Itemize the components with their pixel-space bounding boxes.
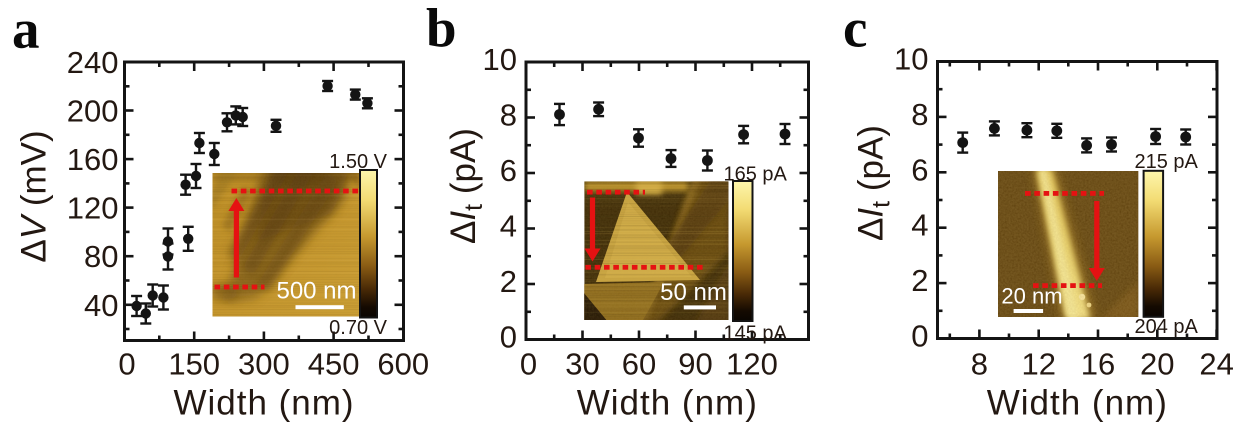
svg-text:10: 10 [894, 42, 928, 77]
svg-text:204 pA: 204 pA [1135, 316, 1199, 338]
svg-text:215 pA: 215 pA [1135, 151, 1199, 173]
svg-text:30: 30 [565, 347, 599, 382]
svg-text:2: 2 [500, 264, 517, 299]
svg-text:4: 4 [911, 208, 928, 243]
svg-text:Width (nm): Width (nm) [173, 384, 354, 423]
svg-text:a: a [12, 0, 40, 60]
svg-text:200: 200 [67, 94, 119, 129]
svg-text:120: 120 [67, 191, 119, 226]
svg-text:6: 6 [500, 153, 517, 188]
svg-text:300: 300 [238, 347, 290, 382]
svg-text:20 nm: 20 nm [1001, 284, 1062, 309]
svg-text:145 pA: 145 pA [724, 323, 788, 345]
svg-text:16: 16 [1081, 347, 1115, 382]
svg-text:8: 8 [971, 347, 988, 382]
svg-text:0.70 V: 0.70 V [329, 317, 387, 339]
svg-text:12: 12 [1021, 347, 1055, 382]
svg-text:1.50 V: 1.50 V [329, 151, 387, 173]
svg-text:ΔIt (pA): ΔIt (pA) [852, 125, 896, 241]
svg-text:0: 0 [500, 320, 517, 355]
svg-text:50 nm: 50 nm [660, 279, 727, 306]
svg-text:80: 80 [84, 239, 118, 274]
svg-text:Width (nm): Width (nm) [577, 384, 758, 423]
svg-text:b: b [426, 0, 457, 59]
svg-text:ΔIt (pA): ΔIt (pA) [444, 128, 488, 244]
svg-text:150: 150 [168, 347, 220, 382]
svg-text:600: 600 [377, 347, 429, 382]
svg-text:450: 450 [308, 347, 360, 382]
svg-text:90: 90 [678, 347, 712, 382]
svg-text:0: 0 [911, 319, 928, 354]
svg-text:60: 60 [622, 347, 656, 382]
svg-text:6: 6 [911, 152, 928, 187]
svg-text:500 nm: 500 nm [276, 278, 356, 305]
svg-text:8: 8 [911, 97, 928, 132]
svg-text:c: c [843, 0, 867, 59]
svg-text:2: 2 [911, 263, 928, 298]
svg-text:0: 0 [118, 347, 135, 382]
svg-text:Width (nm): Width (nm) [987, 384, 1168, 423]
svg-text:24: 24 [1199, 347, 1233, 382]
svg-text:160: 160 [67, 142, 119, 177]
svg-text:0: 0 [520, 347, 537, 382]
svg-text:165 pA: 165 pA [724, 164, 788, 186]
svg-text:240: 240 [67, 45, 119, 80]
svg-text:4: 4 [500, 209, 517, 244]
svg-text:10: 10 [483, 42, 517, 77]
svg-text:20: 20 [1140, 347, 1174, 382]
svg-text:120: 120 [726, 347, 778, 382]
svg-text:ΔV (mV): ΔV (mV) [15, 130, 54, 262]
svg-text:8: 8 [500, 98, 517, 133]
svg-text:40: 40 [84, 288, 118, 323]
